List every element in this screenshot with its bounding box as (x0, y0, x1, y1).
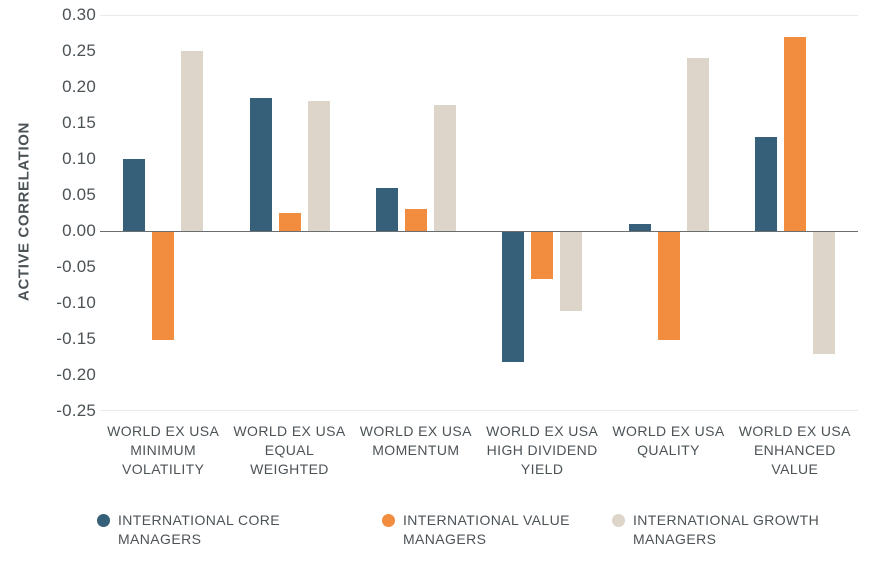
y-tick-label: 0.00 (62, 221, 96, 240)
x-category-label: WORLD EX USA MINIMUM VOLATILITY (99, 422, 227, 479)
legend-label: INTERNATIONAL CORE MANAGERS (118, 511, 280, 549)
x-category-label-line: MINIMUM (130, 442, 197, 458)
bar-series3-group1 (181, 51, 204, 231)
y-tick-label: 0.05 (62, 185, 96, 204)
bar-series3-group3 (433, 105, 456, 231)
legend-label-line: MANAGERS (403, 531, 487, 547)
x-category-label-line: YIELD (520, 461, 564, 477)
x-category-label: WORLD EX USA ENHANCED VALUE (731, 422, 859, 479)
plot-area (100, 15, 858, 411)
legend-label-line: MANAGERS (633, 531, 717, 547)
legend-item: INTERNATIONAL CORE MANAGERS (97, 511, 280, 549)
x-category-label-line: WORLD EX USA (233, 423, 346, 439)
legend-label: INTERNATIONAL VALUE MANAGERS (403, 511, 570, 549)
legend-dot-icon (97, 514, 110, 527)
x-category-label: WORLD EX USA MOMENTUM (352, 422, 480, 460)
legend-label: INTERNATIONAL GROWTH MANAGERS (633, 511, 819, 549)
x-category-label-line: VALUE (771, 461, 819, 477)
x-category-label-line: WORLD EX USA (612, 423, 725, 439)
x-category-label-line: VOLATILITY (121, 461, 205, 477)
bar-series1-group3 (375, 187, 398, 231)
bar-series2-group5 (657, 232, 680, 340)
y-tick-label: 0.20 (62, 77, 96, 96)
y-tick-label: 0.15 (62, 113, 96, 132)
bar-series3-group5 (686, 58, 709, 231)
legend-item: INTERNATIONAL GROWTH MANAGERS (612, 511, 819, 549)
y-tick-label: -0.15 (56, 329, 96, 348)
bar-series1-group1 (123, 159, 146, 231)
y-tick-label: 0.25 (62, 41, 96, 60)
y-tick-label: -0.10 (56, 293, 96, 312)
legend-label-line: INTERNATIONAL CORE (118, 512, 280, 528)
bar-series3-group6 (812, 232, 835, 355)
bar-series3-group2 (307, 101, 330, 231)
x-category-label-line: MOMENTUM (372, 442, 460, 458)
bar-series1-group6 (754, 137, 777, 231)
x-category-label-line: WORLD EX USA (107, 423, 220, 439)
x-category-label-line: WORLD EX USA (738, 423, 851, 439)
x-category-label: WORLD EX USA EQUAL WEIGHTED (226, 422, 354, 479)
zero-axis-line (100, 231, 858, 232)
x-category-label-line: WORLD EX USA (486, 423, 599, 439)
x-category-label-line: HIGH DIVIDEND (486, 442, 598, 458)
bar-series2-group6 (783, 36, 806, 231)
bar-series2-group4 (531, 232, 554, 279)
legend-item: INTERNATIONAL VALUE MANAGERS (382, 511, 570, 549)
x-category-label-line: WORLD EX USA (359, 423, 472, 439)
x-category-label: WORLD EX USA QUALITY (605, 422, 733, 460)
gridline (100, 15, 858, 16)
gridline (100, 410, 858, 411)
bar-series2-group3 (404, 209, 427, 231)
bar-series2-group1 (152, 232, 175, 340)
bar-series3-group4 (560, 232, 583, 312)
bar-series1-group4 (502, 232, 525, 362)
y-tick-label: -0.25 (56, 401, 96, 420)
bar-series1-group2 (249, 97, 272, 231)
x-category-label-line: WEIGHTED (250, 461, 329, 477)
bar-series1-group5 (628, 223, 651, 231)
legend-label-line: INTERNATIONAL VALUE (403, 512, 570, 528)
x-category-label-line: EQUAL (264, 442, 315, 458)
legend-dot-icon (612, 514, 625, 527)
legend-label-line: MANAGERS (118, 531, 202, 547)
x-category-label-line: ENHANCED (753, 442, 836, 458)
y-axis-title: ACTIVE CORRELATION (15, 122, 33, 301)
x-category-label-line: QUALITY (637, 442, 700, 458)
y-tick-label: -0.20 (56, 365, 96, 384)
y-tick-label: 0.30 (62, 5, 96, 24)
legend-dot-icon (382, 514, 395, 527)
y-tick-label: 0.10 (62, 149, 96, 168)
x-category-label: WORLD EX USA HIGH DIVIDEND YIELD (478, 422, 606, 479)
legend-label-line: INTERNATIONAL GROWTH (633, 512, 820, 528)
bar-series2-group2 (278, 213, 301, 231)
y-tick-label: -0.05 (56, 257, 96, 276)
